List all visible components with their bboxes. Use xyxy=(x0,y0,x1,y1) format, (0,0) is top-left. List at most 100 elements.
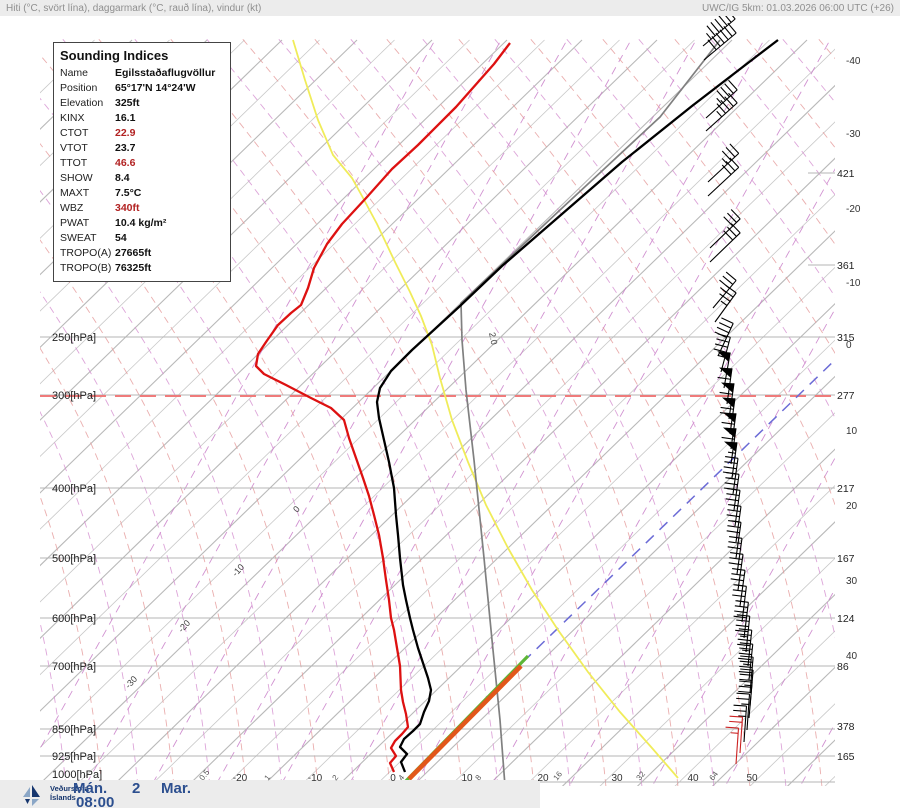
dewpoint-curve xyxy=(254,42,511,773)
right-temp-label: 40 xyxy=(846,651,858,662)
right-temp-label: -10 xyxy=(846,278,861,289)
index-value: 340ft xyxy=(115,202,140,214)
wind-barb-column xyxy=(702,8,754,765)
wind-barb xyxy=(703,22,737,61)
pressure-axis-label: 1000[hPa] xyxy=(52,769,102,781)
right-height-label: 86 xyxy=(837,661,849,673)
mixing-ratio-label: 4 xyxy=(396,773,406,782)
adiabat-label: -30 xyxy=(123,674,139,690)
right-height-label: 421 xyxy=(837,168,855,180)
mixing-ratio-label: 32 xyxy=(634,769,647,782)
index-label: Position xyxy=(60,82,98,94)
index-label: CTOT xyxy=(60,127,89,139)
index-value: Egilsstaðaflugvöllur xyxy=(115,67,216,79)
wind-barb xyxy=(725,487,741,527)
right-temp-label: 0 xyxy=(846,340,852,351)
grid-lines xyxy=(40,35,835,786)
wind-barb xyxy=(725,726,740,765)
index-label: Elevation xyxy=(60,97,104,109)
wind-barb xyxy=(709,209,741,249)
bottom-temp-label: 10 xyxy=(461,773,473,784)
right-height-label: 361 xyxy=(837,260,855,272)
mixing-ratio-label: 8 xyxy=(473,773,483,782)
temperature-curve xyxy=(375,39,779,773)
wind-barb xyxy=(727,535,743,575)
index-value: 76325ft xyxy=(115,262,152,274)
index-value: 325ft xyxy=(115,97,140,109)
footer-day-label: Mán. xyxy=(73,780,108,797)
wind-barb xyxy=(707,157,740,197)
wind-barb xyxy=(705,92,738,132)
wind-barb xyxy=(712,271,737,309)
vedurstofa-logo-icon xyxy=(23,785,40,806)
wind-barb xyxy=(738,642,754,681)
standard-atmosphere-line xyxy=(460,39,721,786)
right-temp-label: -30 xyxy=(846,129,861,140)
index-row: SHOW 8.4 xyxy=(54,171,230,186)
index-value: 22.9 xyxy=(115,127,136,139)
index-row: PWAT 10.4 kg/m² xyxy=(54,216,230,231)
adiabat-label: -10 xyxy=(230,562,246,578)
index-label: PWAT xyxy=(60,217,90,229)
logo-text-line1: Veðurstofa xyxy=(50,784,89,793)
index-value: 7.5°C xyxy=(115,187,142,199)
right-temp-label: 30 xyxy=(846,576,858,587)
index-value: 16.1 xyxy=(115,112,136,124)
footer-bar: Veðurstofa Íslands Mán. 2 Mar. 08:00 xyxy=(0,780,540,808)
wind-barb xyxy=(738,680,753,719)
inline-line-label: 2.0 xyxy=(487,331,499,345)
index-row: KINX 16.1 xyxy=(54,111,230,126)
footer-date-label: 2 xyxy=(132,780,141,797)
logo-text-line2: Íslands xyxy=(50,793,76,802)
right-height-label: 217 xyxy=(837,483,855,495)
index-row: VTOT 23.7 xyxy=(54,141,230,156)
right-height-label: 167 xyxy=(837,553,855,565)
pressure-axis-label: 850[hPa] xyxy=(52,724,96,736)
chart-legend-text: Hiti (°C, svört lína), daggarmark (°C, r… xyxy=(6,2,262,14)
footer-bar-background xyxy=(0,780,540,808)
index-label: WBZ xyxy=(60,202,84,214)
right-temp-label: -40 xyxy=(846,56,861,67)
index-value: 54 xyxy=(115,232,127,244)
index-value: 23.7 xyxy=(115,142,136,154)
pressure-axis-label: 925[hPa] xyxy=(52,751,96,763)
pressure-axis-label: 700[hPa] xyxy=(52,661,96,673)
index-value: 27665ft xyxy=(115,247,152,259)
bottom-temp-label: 20 xyxy=(537,773,549,784)
pressure-axis-label: 300[hPa] xyxy=(52,390,96,402)
index-value: 65°17'N 14°24'W xyxy=(115,82,196,94)
index-label: SHOW xyxy=(60,172,93,184)
wind-barb xyxy=(705,79,738,119)
wind-barb xyxy=(733,704,748,743)
right-height-label: 315 xyxy=(837,332,855,344)
bottom-temp-label: -10 xyxy=(308,773,323,784)
index-label: Name xyxy=(60,67,89,79)
sounding-indices-panel: Sounding Indices Name Egilsstaðaflugvöllu… xyxy=(53,42,231,282)
index-row: WBZ 340ft xyxy=(54,201,230,216)
indices-title: Sounding Indices xyxy=(60,48,169,63)
index-value: 8.4 xyxy=(115,172,130,184)
adiabat-label: -20 xyxy=(176,618,192,634)
bottom-temp-label: 30 xyxy=(611,773,623,784)
wind-barb xyxy=(736,692,751,731)
index-label: VTOT xyxy=(60,142,88,154)
wind-barb xyxy=(737,628,753,667)
mixing-ratio-label: 16 xyxy=(551,769,564,782)
index-label: KINX xyxy=(60,112,85,124)
wind-barb xyxy=(709,223,741,263)
index-row: TROPO(B) 76325ft xyxy=(54,261,230,276)
mixing-ratio-label: 2 xyxy=(330,773,340,782)
mixing-ratio-label: 1 xyxy=(262,773,272,782)
wind-barb xyxy=(726,519,742,559)
index-label: TROPO(B) xyxy=(60,262,112,274)
wind-barb xyxy=(728,551,744,591)
footer-time-label: 08:00 xyxy=(76,794,115,808)
bottom-temp-label: 50 xyxy=(746,773,758,784)
index-row: SWEAT 54 xyxy=(54,231,230,246)
index-label: SWEAT xyxy=(60,232,97,244)
index-value: 46.6 xyxy=(115,157,136,169)
right-height-label: 165 xyxy=(837,751,855,763)
wind-barb xyxy=(723,441,738,479)
